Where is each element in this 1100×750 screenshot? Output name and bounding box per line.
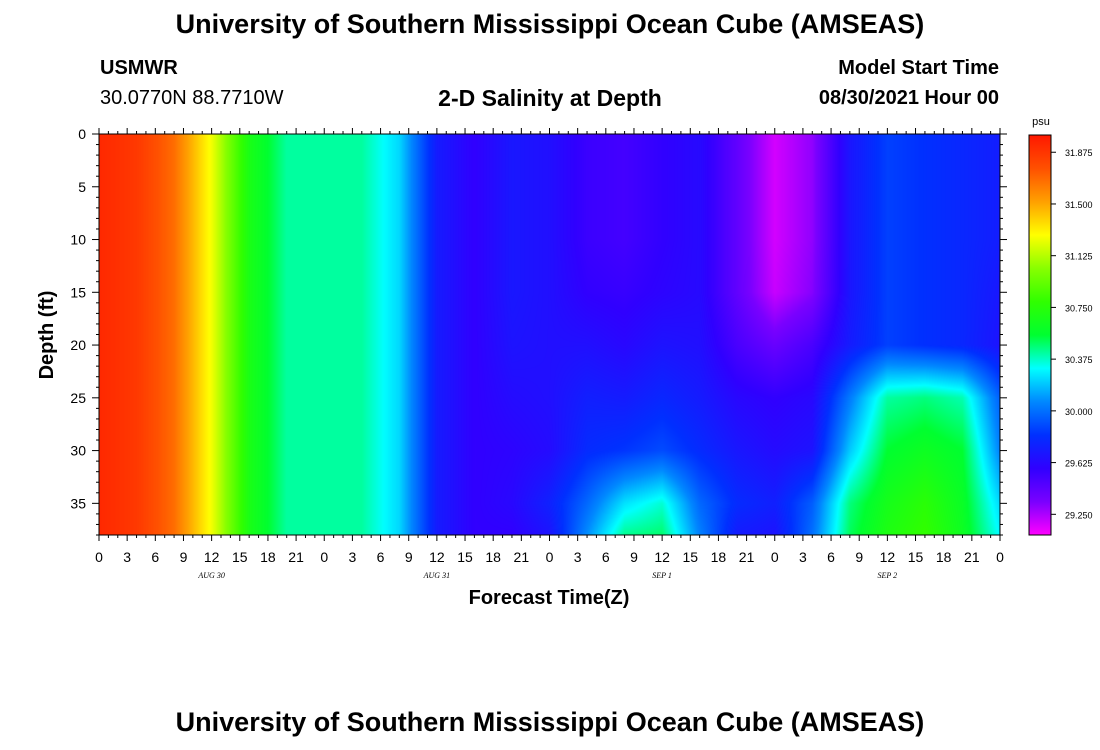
x-tick-label: 9 <box>405 549 413 565</box>
x-tick-label: 6 <box>377 549 385 565</box>
x-tick-label: 9 <box>180 549 188 565</box>
x-axis-label: Forecast Time(Z) <box>469 587 630 609</box>
date-label: SEP 2 <box>878 571 898 580</box>
y-axis: 0 5 10 15 20 25 30 35 <box>70 126 1007 536</box>
station-name: USMWR <box>100 57 178 79</box>
footer-title: University of Southern Mississippi Ocean… <box>175 707 925 737</box>
x-tick-label: 0 <box>95 549 103 565</box>
y-tick-label: 0 <box>78 126 86 142</box>
y-tick-label: 30 <box>70 443 86 459</box>
heatmap <box>99 134 1000 535</box>
x-tick-label: 3 <box>799 549 807 565</box>
x-tick-label: 18 <box>260 549 276 565</box>
x-tick-label: 6 <box>151 549 159 565</box>
date-label: SEP 1 <box>652 571 672 580</box>
x-tick-label: 15 <box>232 549 248 565</box>
y-tick-label: 15 <box>70 284 86 300</box>
colorbar-tick-label: 30.750 <box>1065 303 1093 313</box>
y-tick-label: 20 <box>70 337 86 353</box>
x-tick-label: 15 <box>682 549 698 565</box>
x-tick-label: 21 <box>514 549 530 565</box>
x-tick-label: 12 <box>429 549 445 565</box>
x-tick-label: 6 <box>827 549 835 565</box>
x-tick-label: 18 <box>711 549 727 565</box>
y-axis-label: Depth (ft) <box>36 291 58 380</box>
x-tick-label: 9 <box>630 549 638 565</box>
y-tick-label: 5 <box>78 179 86 195</box>
x-tick-label: 18 <box>485 549 501 565</box>
x-tick-label: 15 <box>908 549 924 565</box>
x-tick-label: 18 <box>936 549 952 565</box>
page-title: University of Southern Mississippi Ocean… <box>175 9 925 39</box>
x-tick-label: 12 <box>654 549 670 565</box>
x-tick-label: 0 <box>546 549 554 565</box>
model-start-label: Model Start Time <box>838 57 999 79</box>
colorbar-fill <box>1028 134 1052 536</box>
y-tick-label: 10 <box>70 232 86 248</box>
colorbar-tick-label: 30.375 <box>1065 355 1093 365</box>
x-tick-label: 21 <box>288 549 304 565</box>
colorbar-tick-label: 31.125 <box>1065 252 1093 262</box>
x-axis: 0 3 6 9 12 15 18 21 0 3 6 9 12 15 18 21 0 3 6 9 12 15 18 21 0 3 6 9… <box>95 128 1004 580</box>
colorbar-tick-label: 31.875 <box>1065 148 1093 158</box>
colorbar-ticks: 31.875 31.500 31.125 30.750 30.375 30.000 29.6… <box>1051 148 1093 520</box>
x-tick-label: 0 <box>320 549 328 565</box>
x-tick-label: 3 <box>574 549 582 565</box>
x-tick-label: 6 <box>602 549 610 565</box>
x-tick-label: 9 <box>855 549 863 565</box>
x-tick-label: 12 <box>880 549 896 565</box>
station-coordinates: 30.0770N 88.7710W <box>100 87 284 109</box>
colorbar: psu 31.875 31.500 31.125 30.750 30.375 30.000… <box>1028 116 1093 536</box>
colorbar-tick-label: 30.000 <box>1065 407 1093 417</box>
colorbar-tick-label: 31.500 <box>1065 200 1093 210</box>
x-tick-label: 12 <box>204 549 220 565</box>
date-label: AUG 31 <box>423 571 450 580</box>
y-tick-label: 25 <box>70 390 86 406</box>
x-tick-label: 3 <box>349 549 357 565</box>
x-tick-label: 21 <box>964 549 980 565</box>
x-tick-label: 0 <box>996 549 1004 565</box>
colorbar-unit: psu <box>1032 116 1050 128</box>
chart-title: 2-D Salinity at Depth <box>438 85 662 111</box>
date-label: AUG 30 <box>197 571 224 580</box>
model-start-value: 08/30/2021 Hour 00 <box>818 87 999 109</box>
colorbar-tick-label: 29.250 <box>1065 510 1093 520</box>
x-tick-label: 3 <box>123 549 131 565</box>
x-tick-label: 0 <box>771 549 779 565</box>
colorbar-tick-label: 29.625 <box>1065 459 1093 469</box>
y-tick-label: 35 <box>70 495 86 511</box>
x-tick-label: 15 <box>457 549 473 565</box>
x-tick-label: 21 <box>739 549 755 565</box>
